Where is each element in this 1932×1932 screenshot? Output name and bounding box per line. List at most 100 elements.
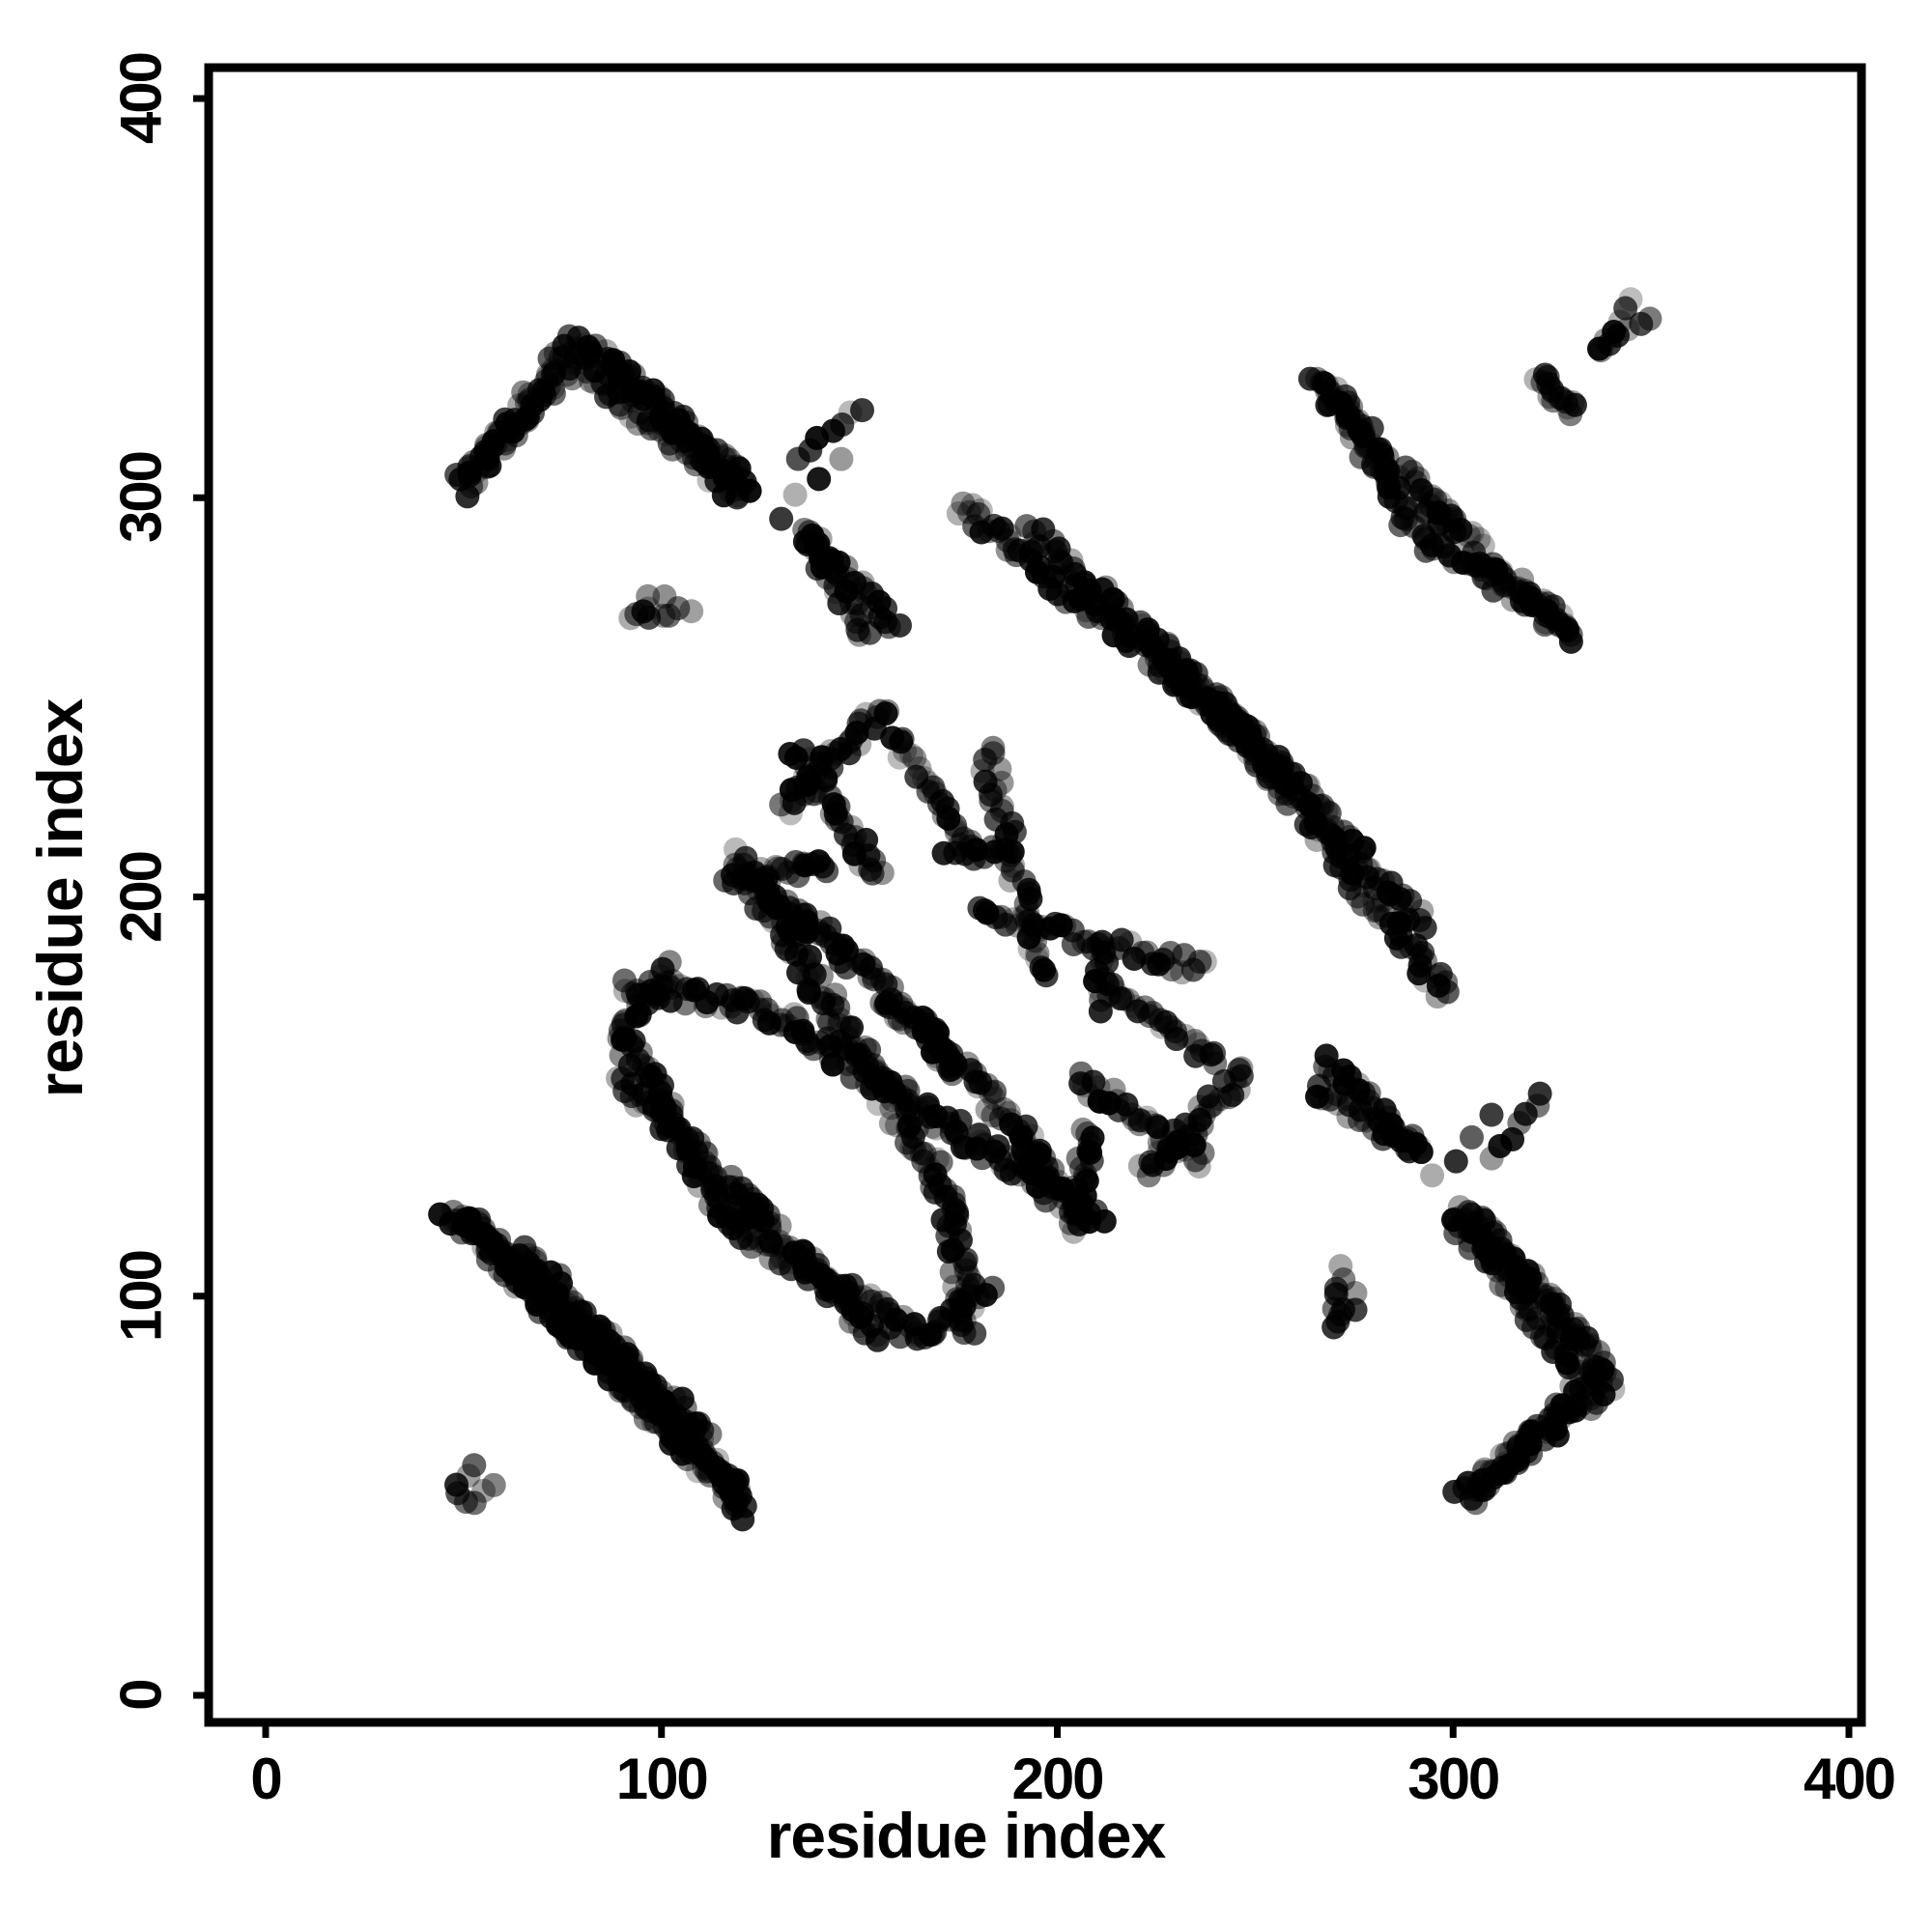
contact-point: [1562, 392, 1587, 417]
contact-point: [875, 698, 900, 724]
contact-point: [624, 602, 649, 627]
contact-point: [873, 993, 898, 1018]
contact-point: [973, 769, 998, 794]
contact-point: [945, 1203, 970, 1228]
contact-point: [471, 1478, 497, 1503]
contact-point: [902, 746, 927, 771]
contact-point: [759, 1233, 784, 1258]
contact-point: [893, 739, 918, 764]
y-tick-label: 200: [108, 851, 174, 943]
contact-point: [1527, 1081, 1552, 1106]
contact-point: [739, 1235, 764, 1260]
contact-point: [893, 997, 918, 1022]
contact-point: [1000, 858, 1025, 883]
contact-point: [724, 1000, 750, 1025]
contact-point: [980, 741, 1006, 766]
contact-point: [988, 1106, 1013, 1131]
contact-point: [1492, 1254, 1518, 1279]
contact-point: [1408, 1140, 1434, 1165]
contact-point: [723, 852, 748, 877]
contact-point: [474, 435, 499, 460]
contact-point: [724, 837, 748, 862]
contact-point: [1400, 459, 1425, 484]
contact-point: [1343, 1281, 1368, 1306]
contact-point: [1343, 1297, 1368, 1322]
contact-point: [444, 1472, 469, 1497]
contact-point: [1393, 455, 1418, 480]
x-tick-label: 400: [1803, 1747, 1896, 1811]
contact-point: [1029, 955, 1054, 980]
contact-point: [1323, 1276, 1349, 1301]
contact-point: [1080, 1125, 1105, 1151]
contact-point: [930, 1208, 955, 1233]
contact-point: [1155, 633, 1180, 658]
contact-point: [462, 1453, 487, 1478]
contact-point: [1070, 1117, 1095, 1142]
contact-point: [993, 912, 1018, 937]
contact-point: [847, 1042, 872, 1067]
contact-point: [1373, 903, 1398, 928]
contact-point: [1197, 693, 1222, 718]
contact-point: [1556, 1355, 1581, 1380]
contact-point: [614, 1342, 639, 1367]
contact-point: [679, 599, 704, 624]
x-axis-title: residue index: [766, 1800, 1166, 1871]
contact-point: [839, 1272, 865, 1297]
contact-point: [754, 864, 780, 889]
contact-point: [660, 420, 685, 445]
y-tick-label: 400: [108, 52, 174, 145]
contact-point: [1532, 362, 1557, 387]
contact-point: [639, 384, 665, 409]
contact-point: [992, 1096, 1017, 1122]
contact-point: [1187, 950, 1212, 975]
contact-point: [1457, 1218, 1482, 1243]
contact-point: [1599, 1367, 1624, 1392]
contact-point: [1428, 961, 1453, 986]
y-tick-label: 100: [108, 1250, 174, 1342]
contact-point: [1613, 296, 1638, 321]
contact-point: [678, 433, 703, 458]
contact-point: [1312, 371, 1337, 396]
contact-point: [769, 506, 794, 531]
contact-point: [531, 380, 556, 405]
contact-point: [1542, 1293, 1567, 1318]
contact-point: [1466, 526, 1492, 552]
contact-point: [650, 956, 675, 981]
contact-point: [782, 482, 808, 507]
contact-point: [842, 570, 867, 595]
scatter-points-layer: [428, 287, 1662, 1532]
contact-point: [821, 792, 846, 817]
contact-point: [666, 596, 691, 621]
contact-point: [807, 467, 832, 492]
contact-point: [1479, 1102, 1504, 1127]
contact-point: [830, 412, 855, 438]
contact-point: [778, 741, 803, 766]
contact-point: [1185, 1032, 1210, 1057]
contact-point: [1014, 909, 1039, 934]
contact-point: [850, 398, 875, 423]
contact-point: [481, 1472, 506, 1497]
contact-point: [1442, 506, 1467, 531]
contact-point: [852, 1035, 877, 1060]
y-tick-label: 0: [108, 1680, 174, 1711]
contact-point: [889, 729, 914, 754]
contact-point: [462, 1491, 487, 1516]
x-tick-label: 0: [250, 1747, 282, 1811]
contact-point: [454, 1207, 479, 1232]
contact-point: [836, 1015, 861, 1040]
contact-point: [1328, 1254, 1353, 1279]
contact-point: [1419, 484, 1444, 509]
contact-point: [730, 1507, 755, 1532]
contact-point: [1293, 773, 1319, 798]
contact-point: [980, 735, 1006, 760]
contact-point: [980, 1103, 1006, 1128]
x-tick-label: 300: [1407, 1747, 1500, 1811]
y-axis-title: residue index: [24, 698, 96, 1098]
contact-point: [627, 400, 652, 425]
contact-point: [887, 745, 912, 770]
contact-point: [1109, 927, 1134, 952]
contact-point: [675, 1126, 700, 1151]
contact-point: [1295, 773, 1321, 798]
